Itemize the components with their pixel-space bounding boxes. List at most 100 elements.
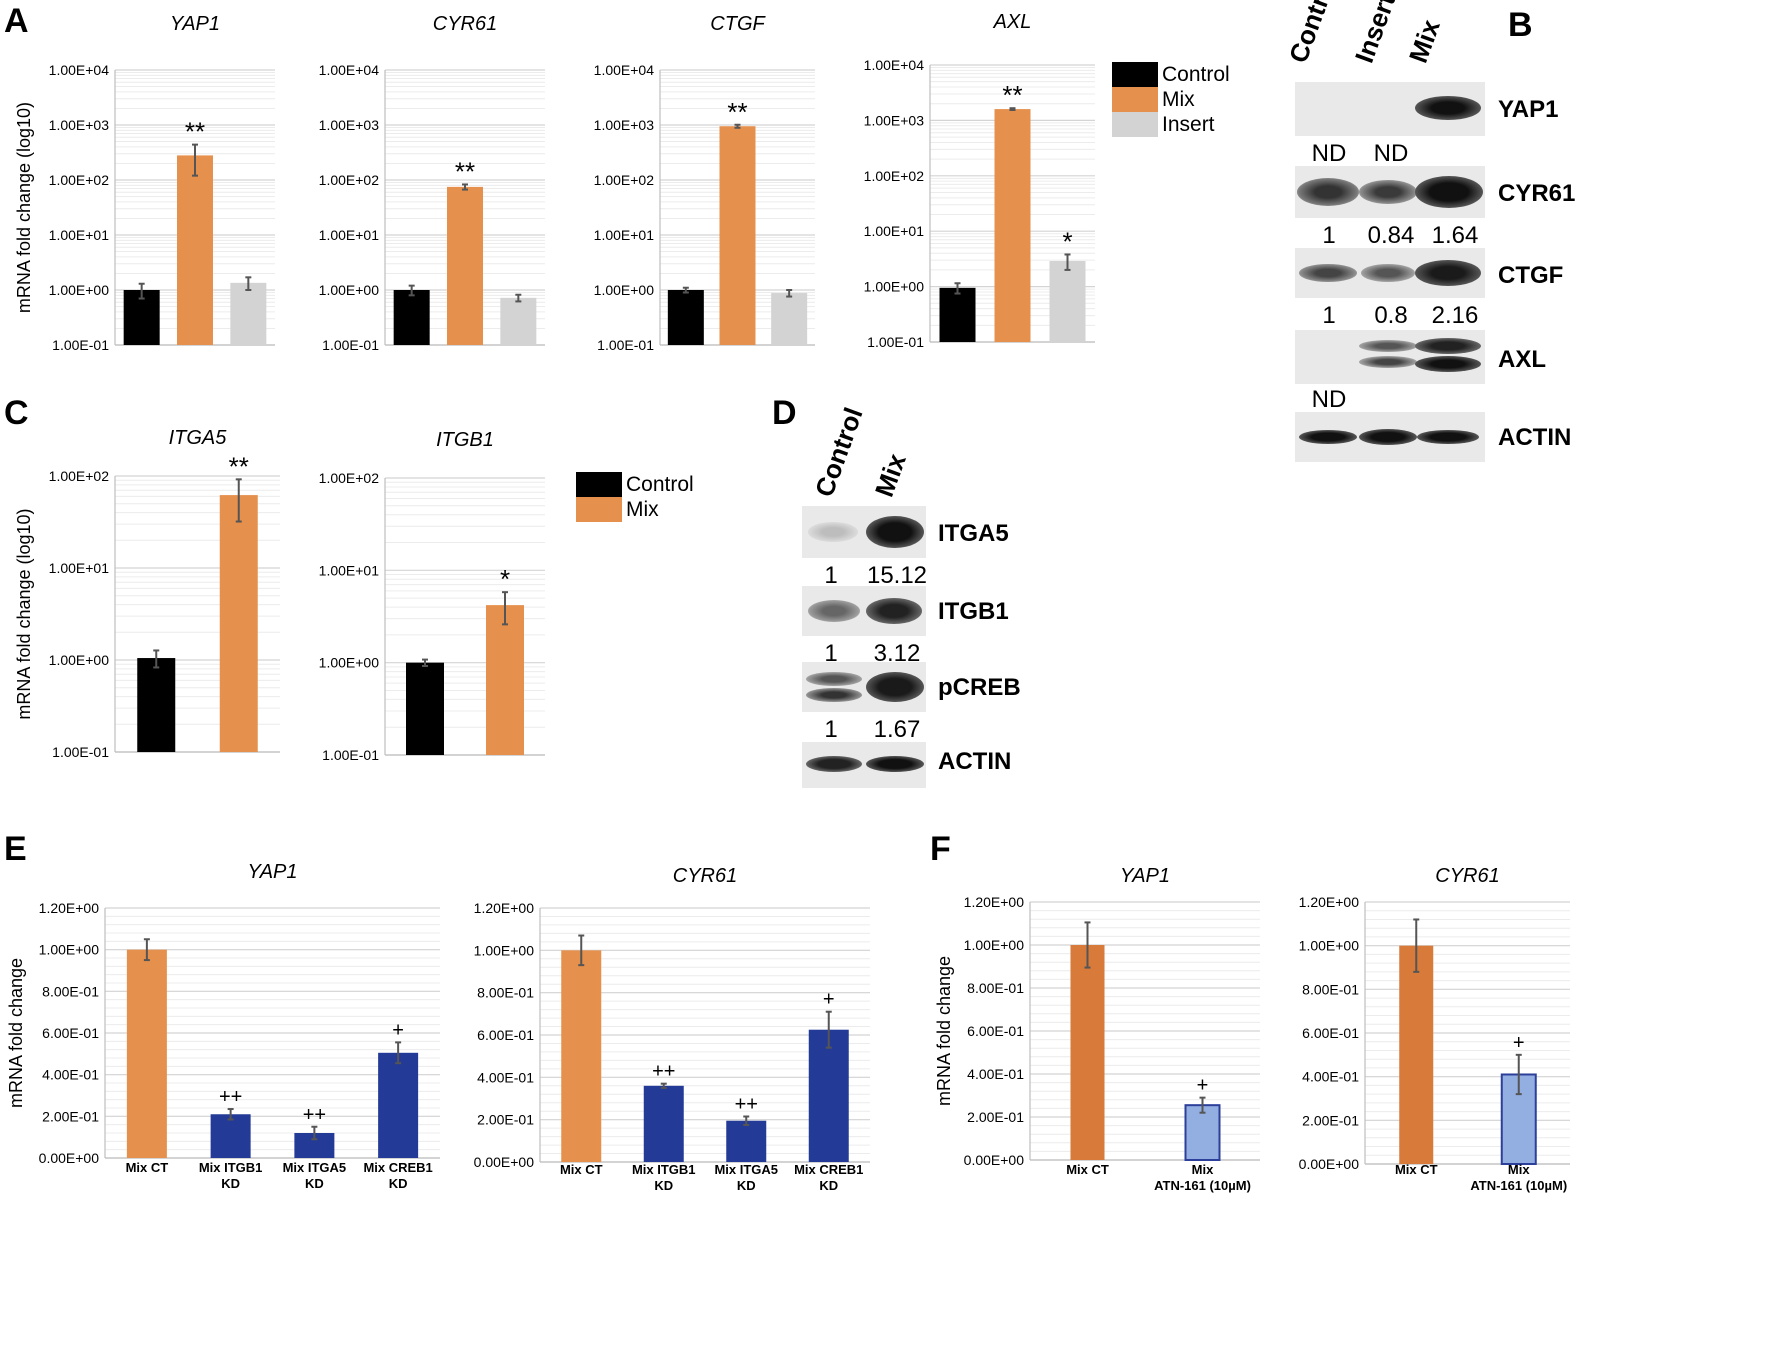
y-tick-label: 4.00E-01 <box>477 1069 534 1085</box>
significance-label: ++ <box>303 1104 326 1126</box>
bar <box>1070 945 1105 1160</box>
y-tick-label: 1.20E+00 <box>964 894 1025 910</box>
bar <box>393 290 430 345</box>
y-tick-label: 1.00E+04 <box>864 57 925 73</box>
chart-title: YAP1 <box>170 13 220 35</box>
chart-title: AXL <box>993 11 1032 33</box>
y-tick-label: 1.00E+02 <box>319 470 380 486</box>
legend-c-label-mix: Mix <box>626 497 659 521</box>
legend-c-item-control: Control <box>576 472 694 497</box>
y-tick-label: 0.00E+00 <box>1299 1156 1360 1172</box>
y-tick-label: 1.00E+01 <box>319 562 380 578</box>
legend-item-mix: Mix <box>1112 87 1230 112</box>
significance-label: ++ <box>735 1093 758 1115</box>
y-tick-label: 2.00E-01 <box>1302 1112 1359 1128</box>
chart-title: CTGF <box>710 13 766 35</box>
panel-letter-b: B <box>1508 6 1533 44</box>
y-tick-label: 1.00E+00 <box>39 942 100 958</box>
y-tick-label: 0.00E+00 <box>474 1154 535 1170</box>
legend-c: Control Mix <box>576 472 694 522</box>
legend-swatch-control <box>1112 62 1158 87</box>
blot-b-quant: 0.8 <box>1374 302 1408 329</box>
y-tick-label: 0.00E+00 <box>39 1150 100 1166</box>
band <box>866 598 922 624</box>
y-tick-label: 1.00E+00 <box>964 937 1025 953</box>
bar <box>378 1052 419 1158</box>
blot-d-itgb1-strip <box>802 586 926 636</box>
y-tick-label: 0.00E+00 <box>964 1152 1025 1168</box>
panel-letter-d: D <box>772 394 797 432</box>
band <box>806 756 862 772</box>
chart-f-cyr61: 0.00E+00 2.00E-01 4.00E-01 6.00E-01 8.00E-01… <box>1299 865 1570 1193</box>
chart-a-ctgf: 1.00E-01 1.00E+00 1.00E+01 1.00E+02 1.00E+03… <box>594 13 815 353</box>
blot-b-quant: 2.16 <box>1431 302 1479 329</box>
bar <box>177 155 213 345</box>
y-tick-label: 1.00E+02 <box>49 172 110 188</box>
x-category-label: KD <box>819 1178 838 1193</box>
y-tick-label: 1.00E-01 <box>322 337 379 353</box>
significance-label: + <box>1197 1075 1209 1097</box>
y-tick-label: 4.00E-01 <box>967 1066 1024 1082</box>
bar <box>219 495 258 752</box>
panel-letter-f: F <box>930 830 951 868</box>
chart-title: CYR61 <box>1435 865 1499 887</box>
bar <box>486 605 524 755</box>
bar <box>1184 1104 1221 1161</box>
blot-b-quant: 0.84 <box>1367 222 1415 249</box>
blot-b-quant: 1.64 <box>1431 222 1479 249</box>
blot-b-quant: ND <box>1311 386 1347 413</box>
bar <box>726 1120 767 1162</box>
x-category-label: Mix CT <box>126 1160 169 1175</box>
x-category-label: Mix CT <box>560 1162 603 1177</box>
x-category-label: Mix CREB1 <box>363 1160 432 1175</box>
y-tick-label: 1.00E+02 <box>864 168 925 184</box>
band <box>806 672 862 686</box>
legend-c-item-mix: Mix <box>576 497 694 522</box>
blot-d-quant: 1 <box>824 640 838 667</box>
band <box>1415 260 1481 286</box>
y-tick-label: 1.00E+02 <box>319 172 380 188</box>
chart-c-itgb1: 1.00E-01 1.00E+00 1.00E+01 1.00E+02 ITGB1 * <box>319 429 545 763</box>
blot-b-actin-strip <box>1295 412 1485 462</box>
band <box>1415 96 1481 120</box>
blot-b-label-cyr61: CYR61 <box>1498 180 1576 207</box>
legend-label-control: Control <box>1162 62 1230 86</box>
x-category-label: Mix ITGA5 <box>714 1162 778 1177</box>
legend-item-control: Control <box>1112 62 1230 87</box>
blot-b-ctgf-strip <box>1295 248 1485 298</box>
significance-label: ** <box>1002 80 1022 110</box>
x-category-label: Mix CREB1 <box>794 1162 863 1177</box>
y-tick-label: 1.00E+04 <box>319 62 380 78</box>
chart-a-yap1: 1.00E-01 1.00E+00 1.00E+01 1.00E+02 1.00E+03… <box>14 13 275 353</box>
y-tick-label: 1.00E+03 <box>594 117 655 133</box>
y-tick-label: 1.00E+04 <box>49 62 110 78</box>
y-tick-label: 1.00E-01 <box>52 744 109 760</box>
legend-swatch-mix <box>1112 87 1158 112</box>
blot-b-label-yap1: YAP1 <box>1498 96 1559 123</box>
legend-label-mix: Mix <box>1162 87 1195 111</box>
bar <box>667 290 704 345</box>
x-category-label: KD <box>654 1178 673 1193</box>
y-tick-label: 1.00E+00 <box>319 655 380 671</box>
y-axis-label: mRNA fold change <box>934 956 954 1106</box>
chart-title: ITGA5 <box>169 427 228 449</box>
significance-label: * <box>500 564 510 594</box>
blot-b-quant: ND <box>1373 140 1409 167</box>
x-category-label: Mix <box>1508 1162 1530 1177</box>
blot-b-lane-mix: Mix <box>1402 15 1446 67</box>
bar <box>771 293 808 345</box>
band <box>806 688 862 702</box>
x-category-label: KD <box>737 1178 756 1193</box>
panel-letter-c: C <box>4 394 29 432</box>
significance-label: ++ <box>219 1086 242 1108</box>
chart-title: YAP1 <box>247 861 297 883</box>
band <box>1299 264 1357 282</box>
y-tick-label: 6.00E-01 <box>967 1023 1024 1039</box>
x-category-label: Mix ITGB1 <box>199 1160 263 1175</box>
y-tick-label: 1.00E+03 <box>319 117 380 133</box>
blot-b-quant: ND <box>1311 140 1347 167</box>
y-tick-label: 1.20E+00 <box>474 900 535 916</box>
chart-a-cyr61: 1.00E-01 1.00E+00 1.00E+01 1.00E+02 1.00E+03… <box>319 13 545 353</box>
significance-label: + <box>1513 1032 1525 1054</box>
band <box>866 756 924 772</box>
